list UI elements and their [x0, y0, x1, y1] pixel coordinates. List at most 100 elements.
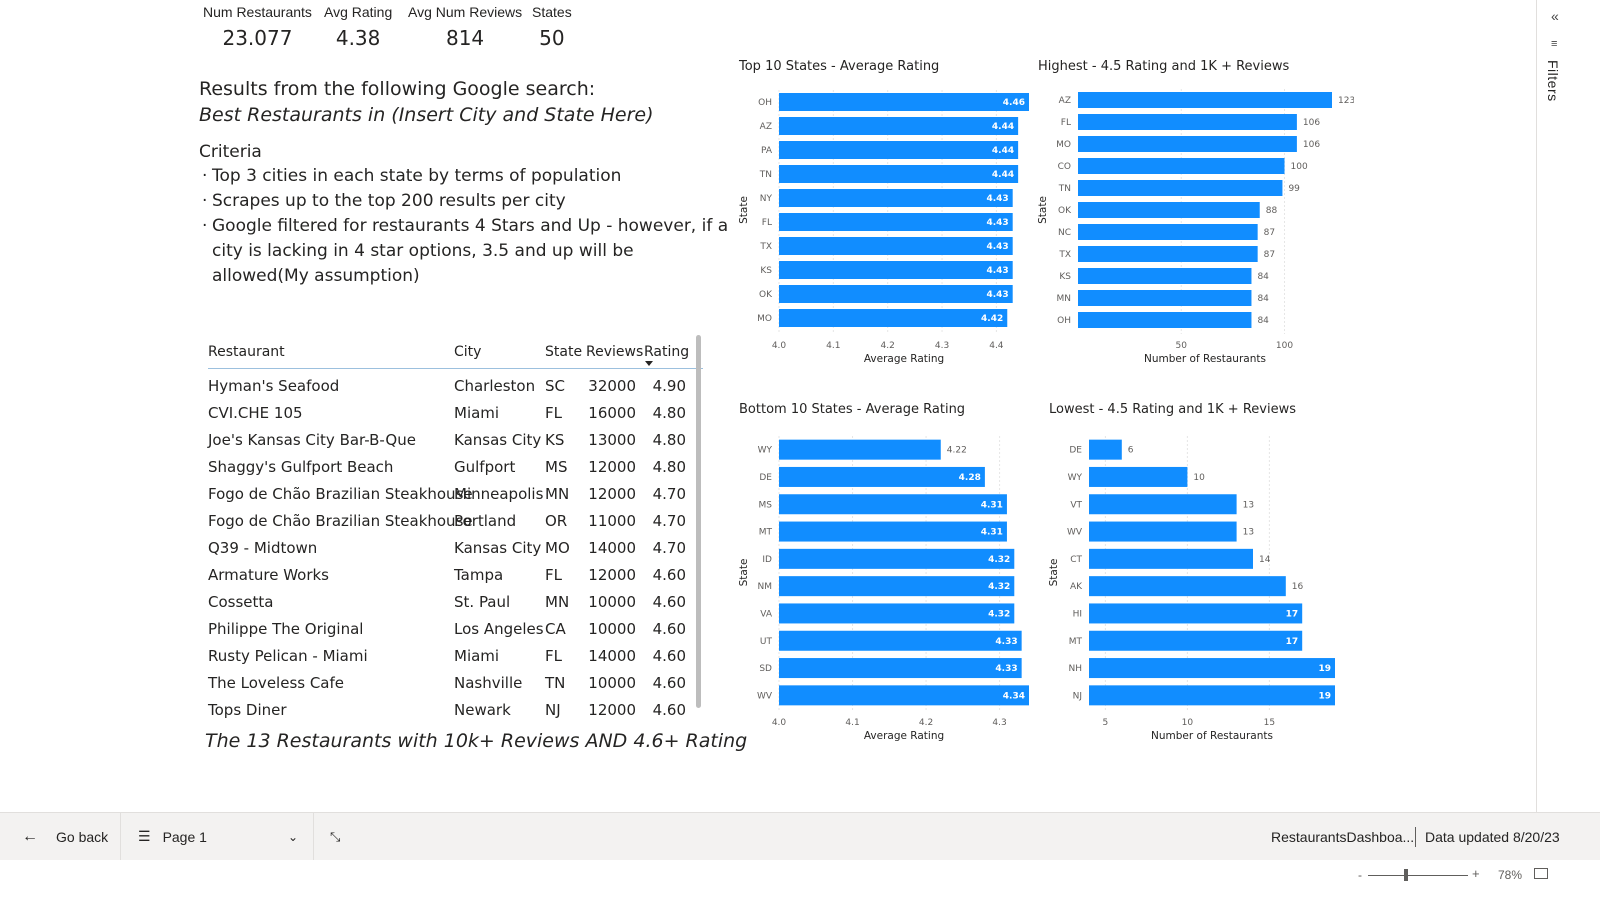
data-label: 4.33	[995, 664, 1017, 674]
cell-rating: 4.80	[652, 458, 686, 476]
divider	[1415, 827, 1416, 847]
table-row[interactable]: CVI.CHE 105 Miami FL 16000 4.80	[208, 398, 703, 425]
y-tick-label: WY	[758, 446, 773, 456]
table-row[interactable]: Tops Diner Newark NJ 12000 4.60	[208, 695, 703, 722]
double-chevron-left-icon[interactable]: «	[1551, 8, 1559, 24]
y-tick-label: AK	[1070, 582, 1083, 592]
kpi-value: 814	[445, 26, 485, 50]
description-search-query: Best Restaurants in (Insert City and Sta…	[199, 104, 654, 126]
cell-reviews: 13000	[588, 431, 636, 449]
bar-ms	[779, 494, 1007, 515]
zoom-level: 78%	[1498, 868, 1523, 882]
table-scrollbar[interactable]	[696, 335, 701, 708]
chart-top-10-states-average-rating[interactable]: 4.0 4.1 4.2 4.3 4.4 OH 4.46 AZ 4.44 PA 4.44 TN 4.44 N…	[735, 80, 1035, 375]
y-axis-title: State	[1037, 196, 1049, 224]
restaurants-table: Restaurant City State Reviews Rating Hym…	[208, 338, 703, 722]
page-list-icon: ☰	[138, 828, 151, 844]
bar-pa	[779, 141, 1019, 159]
bar-az	[779, 117, 1019, 135]
x-tick-label: 100	[1276, 341, 1293, 351]
y-tick-label: UT	[760, 637, 773, 647]
cell-state: NJ	[545, 701, 561, 719]
cell-state: MS	[545, 458, 568, 476]
bar-tx	[1078, 246, 1258, 262]
collapse-button[interactable]: ⤡	[330, 813, 340, 860]
data-label: 4.43	[986, 242, 1008, 252]
table-row[interactable]: Joe's Kansas City Bar-B-Que Kansas City KS…	[208, 425, 703, 452]
bar-ks	[779, 261, 1013, 279]
cell-state: MN	[545, 593, 570, 611]
table-body: Hyman's Seafood Charleston SC 32000 4.90 CVI.…	[208, 369, 703, 722]
table-row[interactable]: The Loveless Cafe Nashville TN 10000 4.60	[208, 668, 703, 695]
zoom-in-button[interactable]: +	[1472, 866, 1480, 881]
y-tick-label: TN	[1058, 184, 1071, 194]
page-selector-dropdown[interactable]: ☰ Page 1 ⌄	[138, 813, 302, 860]
x-tick-label: 4.0	[772, 718, 787, 728]
chart-title-highest-rating-reviews: Highest - 4.5 Rating and 1K + Reviews	[1038, 59, 1290, 74]
cell-restaurant: Fogo de Chão Brazilian Steakhouse	[208, 485, 473, 503]
data-updated-status: Data updated 8/20/23	[1425, 813, 1560, 860]
y-tick-label: KS	[760, 266, 772, 276]
data-label: 4.43	[986, 218, 1008, 228]
go-back-button[interactable]: ← Go back	[22, 813, 108, 860]
chart-lowest-rating-reviews[interactable]: 5 10 15 DE 6 WY 10 VT 13 WV 13 CT 14 AK 16 HI 17 MT 17 NH 19…	[1045, 425, 1355, 750]
column-header-state[interactable]: State	[545, 344, 583, 360]
kpi-label: Avg Rating	[324, 4, 393, 20]
cell-rating: 4.60	[652, 593, 686, 611]
cell-city: Miami	[454, 647, 500, 665]
cell-restaurant: Armature Works	[208, 566, 329, 584]
table-row[interactable]: Shaggy's Gulfport Beach Gulfport MS 12000 4.…	[208, 452, 703, 479]
table-row[interactable]: Armature Works Tampa FL 12000 4.60	[208, 560, 703, 587]
column-header-city[interactable]: City	[454, 344, 482, 360]
y-tick-label: MT	[759, 528, 773, 538]
y-tick-label: MT	[1069, 637, 1083, 647]
data-label: 4.44	[992, 146, 1014, 156]
arrow-left-icon: ←	[22, 827, 38, 845]
table-row[interactable]: Q39 - Midtown Kansas City MO 14000 4.70	[208, 533, 703, 560]
fit-to-page-icon[interactable]	[1534, 868, 1548, 879]
data-label: 19	[1318, 664, 1331, 674]
bar-fl	[779, 213, 1013, 231]
zoom-slider-thumb[interactable]	[1404, 869, 1408, 881]
description-line-1: Results from the following Google search…	[199, 78, 596, 100]
y-tick-label: FL	[1061, 118, 1071, 128]
table-row[interactable]: Hyman's Seafood Charleston SC 32000 4.90	[208, 371, 703, 398]
zoom-out-button[interactable]: -	[1358, 868, 1362, 882]
cell-restaurant: Q39 - Midtown	[208, 539, 318, 557]
criteria-list: Top 3 cities in each state by terms of p…	[199, 164, 732, 289]
table-row[interactable]: Rusty Pelican - Miami Miami FL 14000 4.60	[208, 641, 703, 668]
y-tick-label: TX	[759, 242, 772, 252]
chart-bottom-10-states-average-rating[interactable]: 4.0 4.1 4.2 4.3 WY 4.22 DE 4.28 MS 4.31 MT 4.31 ID 4.…	[735, 425, 1035, 750]
cell-restaurant: Philippe The Original	[208, 620, 364, 638]
table-caption: The 13 Restaurants with 10k+ Reviews AND…	[205, 730, 748, 752]
y-axis-title: State	[738, 559, 750, 587]
table-row[interactable]: Philippe The Original Los Angeles CA 10000 4…	[208, 614, 703, 641]
column-header-restaurant[interactable]: Restaurant	[208, 344, 285, 360]
column-header-rating[interactable]: Rating	[644, 344, 690, 360]
data-label: 106	[1303, 118, 1320, 128]
cell-state: SC	[545, 377, 565, 395]
column-header-reviews[interactable]: Reviews	[586, 344, 644, 360]
x-tick-label: 4.1	[826, 341, 840, 351]
y-tick-label: MO	[757, 314, 772, 324]
y-tick-label: MN	[1057, 294, 1072, 304]
cell-reviews: 10000	[588, 620, 636, 638]
kpi-value: 23.077	[222, 26, 293, 50]
filters-label[interactable]: Filters	[1545, 60, 1561, 102]
data-label: 84	[1257, 316, 1269, 326]
zoom-slider-track[interactable]	[1368, 875, 1468, 876]
y-tick-label: HI	[1073, 609, 1082, 619]
table-row[interactable]: Fogo de Chão Brazilian Steakhouse Minneap…	[208, 479, 703, 506]
y-tick-label: CT	[1070, 555, 1082, 565]
cell-city: Kansas City	[454, 539, 542, 557]
bar-hi	[1089, 603, 1303, 624]
bar-nm	[779, 576, 1015, 597]
table-row[interactable]: Fogo de Chão Brazilian Steakhouse Portlan…	[208, 506, 703, 533]
chart-highest-rating-reviews[interactable]: 50 100 AZ 123 FL 106 MO 106 CO 100 TN 99 OK 88 NC 87 TX 8…	[1034, 80, 1354, 375]
y-tick-label: WV	[1067, 528, 1083, 538]
x-axis-title: Average Rating	[864, 353, 944, 365]
data-label: 17	[1286, 637, 1299, 647]
table-row[interactable]: Cossetta St. Paul MN 10000 4.60	[208, 587, 703, 614]
divider	[120, 813, 121, 860]
x-tick-label: 50	[1176, 341, 1188, 351]
